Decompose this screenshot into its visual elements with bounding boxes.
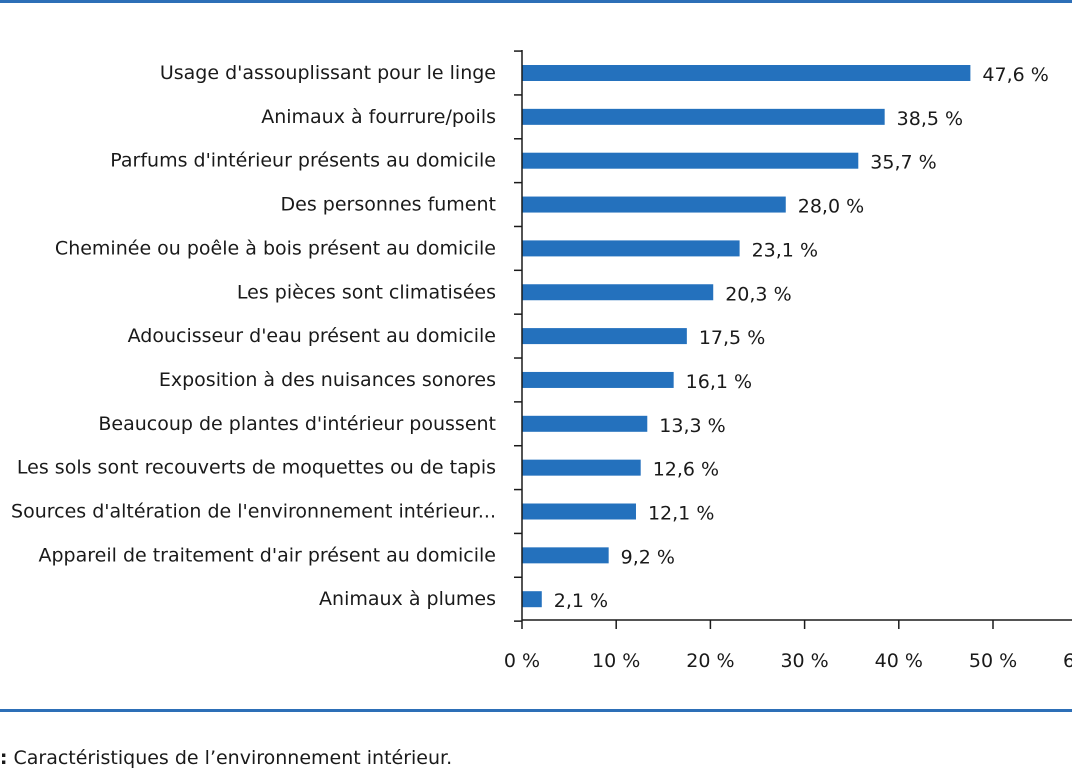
data-labels-group: 47,6 % 38,5 % 35,7 % 28,0 % 23,1 % 20,3 % 17,5…: [554, 64, 1049, 612]
tick-labels-group: 0 % 10 % 20 % 30 % 40 % 50 % 60 %: [504, 650, 1072, 672]
x-tick-label: 0 %: [504, 650, 540, 672]
category-labels-group: Usage d'assouplissant pour le linge Anima…: [11, 62, 496, 610]
bar: [522, 591, 542, 608]
x-tick-label: 30 %: [780, 650, 828, 672]
figure-caption: 2 : Caractéristiques de l’environnement …: [0, 744, 1072, 772]
caption-number: 2 :: [0, 747, 8, 769]
bar-chart: Usage d'assouplissant pour le linge Anima…: [11, 50, 1072, 672]
x-tick-label: 10 %: [592, 650, 640, 672]
category-label: Cheminée ou poêle à bois présent au domi…: [55, 237, 496, 259]
data-label: 13,3 %: [659, 415, 725, 437]
bar: [522, 240, 740, 257]
data-label: 16,1 %: [686, 371, 752, 393]
top-rule: [0, 0, 1072, 3]
data-label: 28,0 %: [798, 196, 864, 218]
bar: [522, 459, 641, 476]
category-label: Les pièces sont climatisées: [237, 281, 496, 303]
x-tick-label: 60 %: [1063, 650, 1072, 672]
category-label: Adoucisseur d'eau présent au domicile: [128, 325, 496, 347]
data-label: 47,6 %: [982, 64, 1048, 86]
category-label: Appareil de traitement d'air présent au …: [39, 544, 497, 566]
category-label: Animaux à plumes: [319, 588, 496, 610]
x-tick-label: 50 %: [969, 650, 1017, 672]
bar: [522, 108, 885, 125]
data-label: 23,1 %: [752, 239, 818, 261]
data-label: 2,1 %: [554, 590, 608, 612]
data-label: 9,2 %: [621, 546, 675, 568]
data-label: 12,1 %: [648, 503, 714, 525]
bar: [522, 371, 674, 388]
caption-text: Caractéristiques de l’environnement inté…: [7, 747, 453, 769]
x-tick-label: 40 %: [875, 650, 923, 672]
bar: [522, 503, 636, 520]
bar: [522, 284, 714, 301]
axes-group: [514, 50, 1072, 629]
category-label: Beaucoup de plantes d'intérieur poussent: [98, 413, 496, 435]
bar: [522, 328, 687, 345]
category-label: Exposition à des nuisances sonores: [159, 369, 496, 391]
data-label: 38,5 %: [897, 108, 963, 130]
data-label: 17,5 %: [699, 327, 765, 349]
bar: [522, 65, 971, 81]
bar: [522, 415, 648, 432]
bottom-rule: [0, 709, 1072, 712]
bar: [522, 196, 786, 213]
category-label: Usage d'assouplissant pour le linge: [160, 62, 496, 84]
category-label: Animaux à fourrure/poils: [261, 106, 496, 128]
category-label: Des personnes fument: [281, 194, 496, 216]
data-label: 12,6 %: [653, 459, 719, 481]
category-label: Les sols sont recouverts de moquettes ou…: [17, 457, 496, 479]
bar: [522, 152, 859, 169]
category-label: Sources d'altération de l'environnement …: [11, 501, 496, 523]
data-label: 20,3 %: [725, 283, 791, 305]
bar: [522, 547, 609, 564]
data-label: 35,7 %: [870, 152, 936, 174]
category-label: Parfums d'intérieur présents au domicile: [110, 150, 496, 172]
bars-group: [522, 65, 971, 608]
x-tick-label: 20 %: [686, 650, 734, 672]
